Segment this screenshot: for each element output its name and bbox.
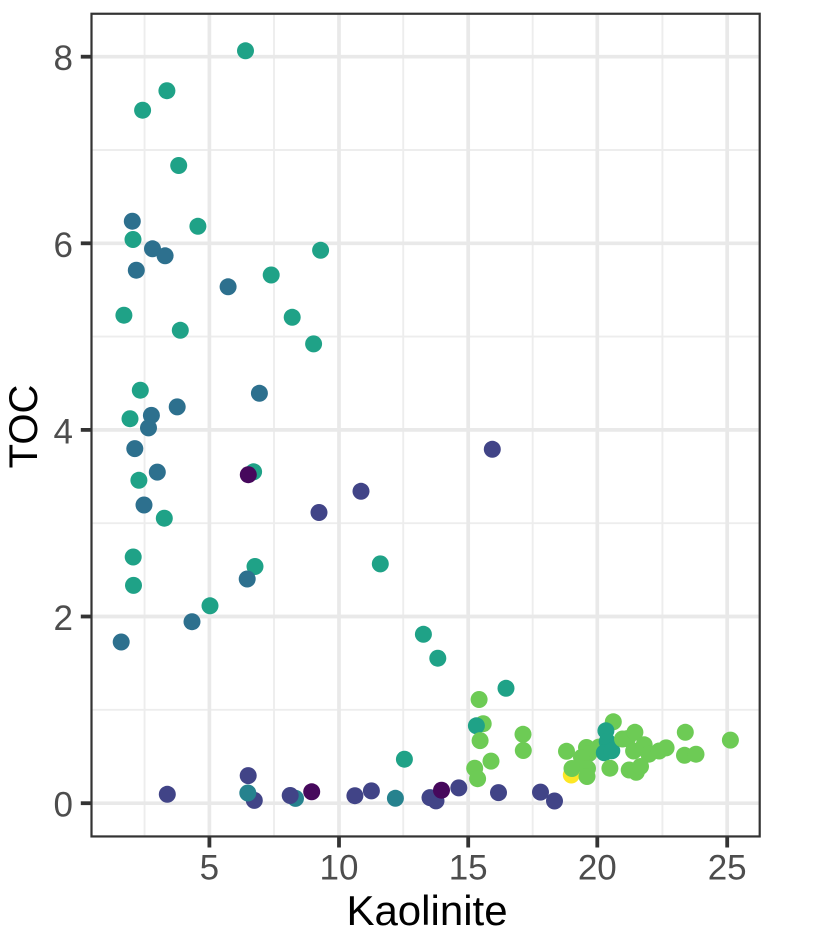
svg-text:4: 4	[54, 412, 73, 451]
svg-text:TOC: TOC	[2, 385, 46, 469]
svg-text:2: 2	[54, 599, 73, 638]
svg-text:0: 0	[54, 786, 73, 825]
svg-text:25: 25	[708, 848, 747, 887]
svg-text:10: 10	[320, 848, 359, 887]
svg-text:15: 15	[449, 848, 488, 887]
svg-text:20: 20	[578, 848, 617, 887]
svg-text:5: 5	[200, 848, 219, 887]
svg-text:8: 8	[54, 39, 73, 78]
svg-text:Kaolinite: Kaolinite	[346, 887, 507, 934]
svg-text:6: 6	[54, 226, 73, 265]
